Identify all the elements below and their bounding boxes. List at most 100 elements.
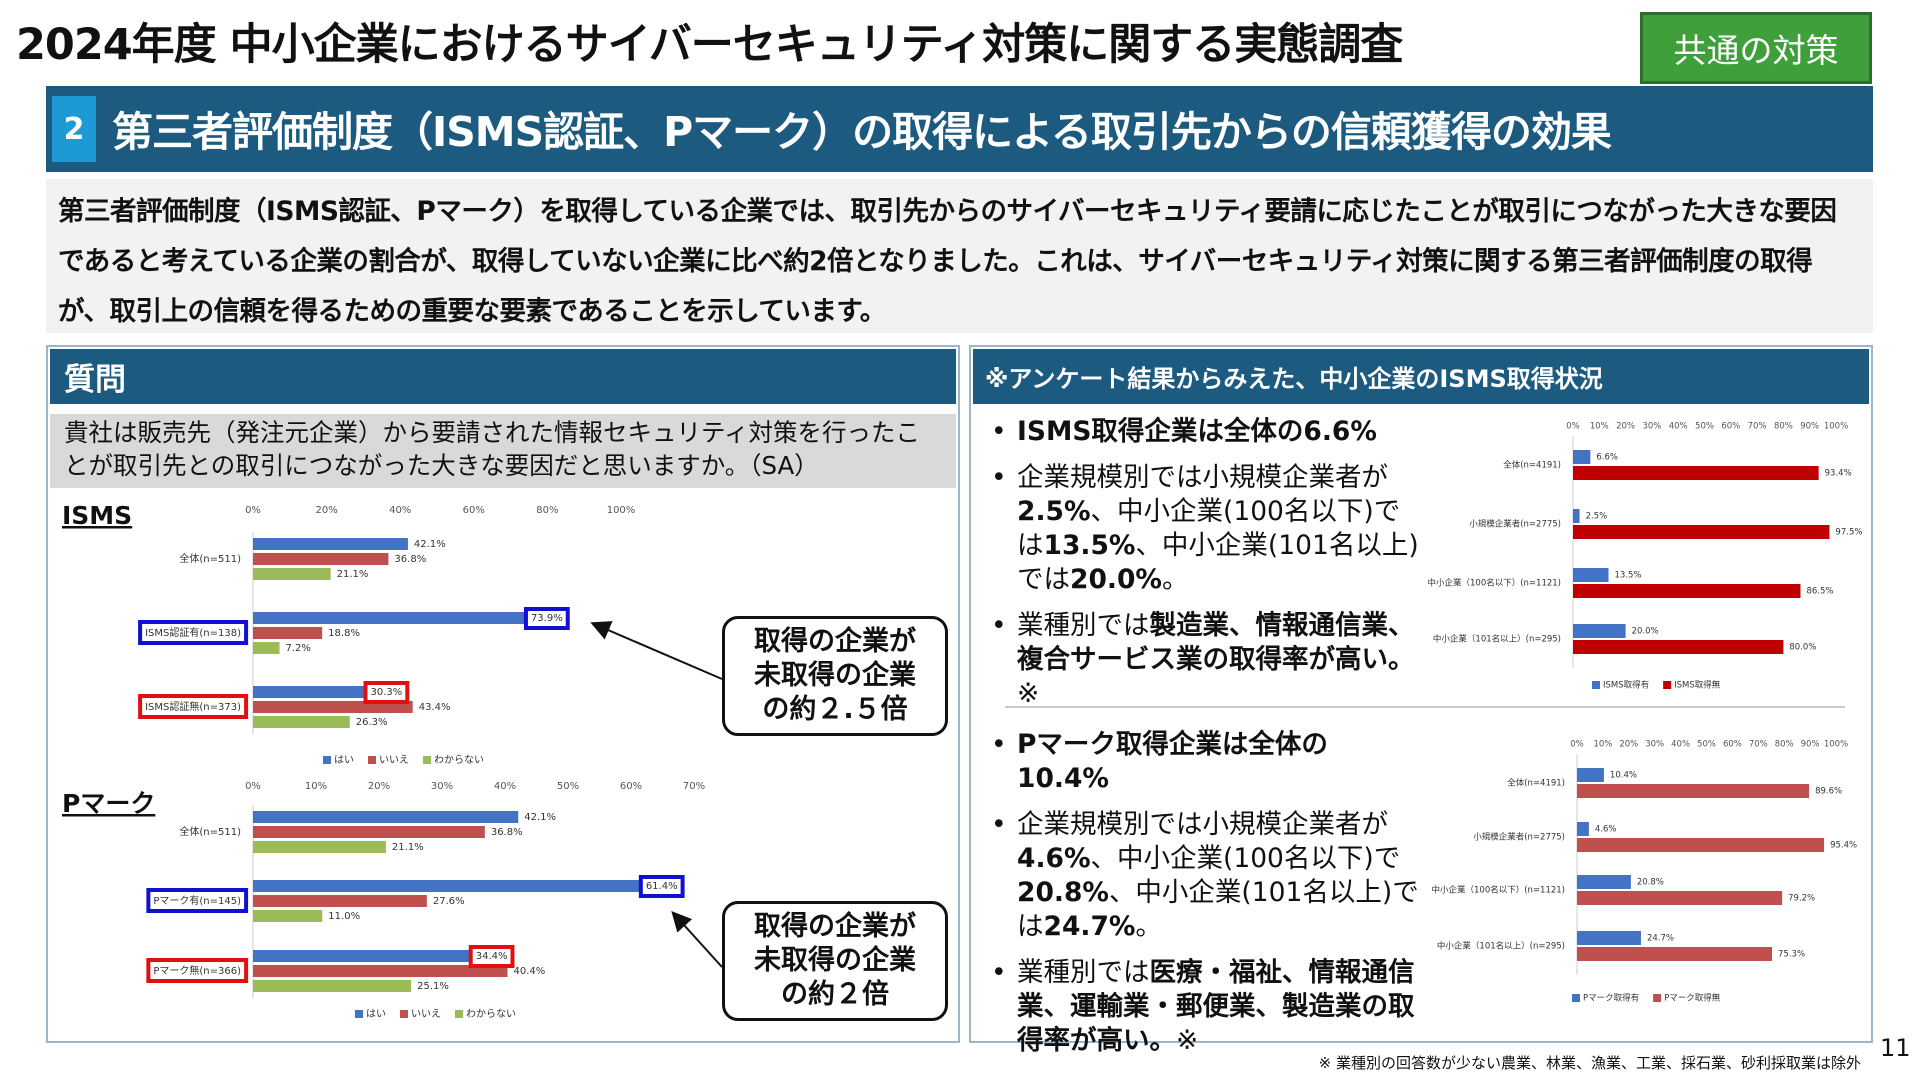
value-label: 18.8%: [328, 628, 360, 639]
text-run: 20.0%: [1070, 564, 1162, 595]
value-label: 40.4%: [514, 966, 546, 977]
left-panel: [46, 345, 960, 1043]
x-tick-label: 0%: [245, 505, 261, 516]
category-label: 全体(n=511): [179, 825, 241, 838]
highlight-box: [523, 607, 570, 630]
bar: [253, 950, 470, 962]
text-run: 2.5%: [1017, 496, 1091, 527]
x-tick-label: 20%: [315, 505, 337, 516]
x-tick-label: 60%: [1721, 422, 1740, 432]
bar: [253, 568, 331, 580]
x-tick-label: 10%: [305, 781, 327, 792]
bar: [253, 612, 525, 624]
x-tick-label: 10%: [1590, 422, 1609, 432]
arrow: [590, 621, 723, 680]
callout: 取得の企業が 未取得の企業 の約２倍: [722, 901, 948, 1021]
bar: [1573, 624, 1626, 638]
value-label: 27.6%: [433, 896, 465, 907]
legend-swatch: [1572, 994, 1580, 1002]
text-run: Pマーク取得企業は全体の10.4%: [1017, 729, 1328, 794]
value-label: 93.4%: [1825, 469, 1852, 479]
text-run: 業種別では: [1017, 957, 1150, 988]
text-run: 24.7%: [1043, 911, 1136, 942]
legend-swatch: [1592, 681, 1600, 689]
value-label: 61.4%: [646, 881, 678, 892]
callout-line: の約２倍: [781, 979, 889, 1010]
highlight-box: [138, 694, 249, 719]
section-number: 2: [52, 96, 96, 162]
value-label: 34.4%: [476, 951, 508, 962]
bar: [253, 642, 280, 654]
bullet: ISMS取得企業は全体の6.6%: [989, 415, 1419, 449]
callout-line: 取得の企業が: [754, 911, 916, 942]
text-run: 13.5%: [1043, 530, 1136, 561]
chart-title: ISMS: [62, 501, 132, 530]
legend-label: はい: [366, 1008, 386, 1020]
x-tick-label: 0%: [1570, 740, 1584, 750]
bar: [253, 826, 485, 838]
bar: [1573, 584, 1801, 598]
footnote: ※ 業種別の回答数が少ない農業、林業、漁業、工業、採石業、砂利採取業は除外: [1318, 1054, 1861, 1072]
bar: [1577, 875, 1631, 889]
bullet: Pマーク取得企業は全体の10.4%: [989, 728, 1419, 796]
arrow: [671, 911, 723, 968]
chart-title: Pマーク: [62, 789, 155, 818]
bar: [1573, 568, 1609, 582]
bar: [253, 686, 365, 698]
text-run: 、中小企業(100名以下)で: [1090, 843, 1401, 874]
value-label: 42.1%: [414, 539, 446, 550]
summary: 第三者評価制度（ISMS認証、Pマーク）を取得している企業では、取引先からのサイ…: [46, 179, 1873, 333]
x-tick-label: 50%: [557, 781, 579, 792]
callout: 取得の企業が 未取得の企業 の約２.５倍: [722, 616, 948, 736]
x-tick-label: 90%: [1800, 422, 1819, 432]
x-tick-label: 90%: [1801, 740, 1820, 750]
legend-swatch: [455, 1010, 463, 1018]
page-title: 2024年度 中小企業におけるサイバーセキュリティ対策に関する実態調査: [16, 20, 1403, 70]
bar: [253, 880, 640, 892]
x-tick-label: 70%: [1748, 422, 1767, 432]
text-run: 。: [1161, 564, 1189, 595]
value-label: 2.5%: [1586, 512, 1608, 522]
category-label: 中小企業（100名以下）(n=1121): [1428, 578, 1562, 589]
category-tag: 共通の対策: [1640, 12, 1872, 84]
text-run: ISMS取得企業は全体の6.6%: [1017, 416, 1377, 447]
category-label: ISMS認証無(n=373): [145, 700, 241, 713]
legend-label: ISMS取得有: [1603, 680, 1649, 691]
category-label: 全体(n=511): [179, 552, 241, 565]
x-tick-label: 40%: [1669, 422, 1688, 432]
category-label: 全体(n=4191): [1503, 460, 1561, 471]
x-tick-label: 20%: [368, 781, 390, 792]
legend-label: Pマーク取得無: [1664, 993, 1721, 1004]
x-tick-label: 70%: [683, 781, 705, 792]
bar: [1573, 450, 1591, 464]
bar: [1577, 931, 1641, 945]
callout-line: の約２.５倍: [762, 694, 908, 725]
value-label: 80.0%: [1789, 643, 1816, 653]
value-label: 20.8%: [1637, 878, 1664, 888]
page-number: 11: [1880, 1034, 1911, 1062]
value-label: 42.1%: [524, 812, 556, 823]
bullet: 業種別では医療・福祉、情報通信業、運輸業・郵便業、製造業の取得率が高い。※: [989, 956, 1419, 1058]
bullet-list: Pマーク取得企業は全体の10.4% 企業規模別では小規模企業者が4.6%、中小企業…: [989, 728, 1419, 1070]
bar: [1573, 640, 1784, 654]
category-label: Pマーク有(n=145): [153, 894, 241, 907]
value-label: 79.2%: [1788, 894, 1815, 904]
highlight-box: [146, 888, 249, 913]
x-tick-label: 80%: [536, 505, 558, 516]
bar: [253, 553, 389, 565]
x-tick-label: 40%: [494, 781, 516, 792]
x-tick-label: 40%: [1671, 740, 1690, 750]
value-label: 95.4%: [1830, 841, 1857, 851]
value-label: 13.5%: [1615, 571, 1642, 581]
highlight-box: [363, 681, 410, 704]
value-label: 30.3%: [371, 687, 403, 698]
text-run: 医療・福祉、情報通信業、運輸業・郵便業、製造業の取得率が高い。: [1017, 957, 1415, 1056]
text-run: 業種別では: [1017, 610, 1150, 641]
panel-heading: 質問: [50, 349, 956, 404]
x-tick-label: 20%: [1616, 422, 1635, 432]
bar: [1577, 784, 1810, 798]
category-label: 小規模企業者(n=2775): [1473, 832, 1565, 843]
legend-label: いいえ: [379, 754, 409, 766]
value-label: 26.3%: [356, 717, 388, 728]
